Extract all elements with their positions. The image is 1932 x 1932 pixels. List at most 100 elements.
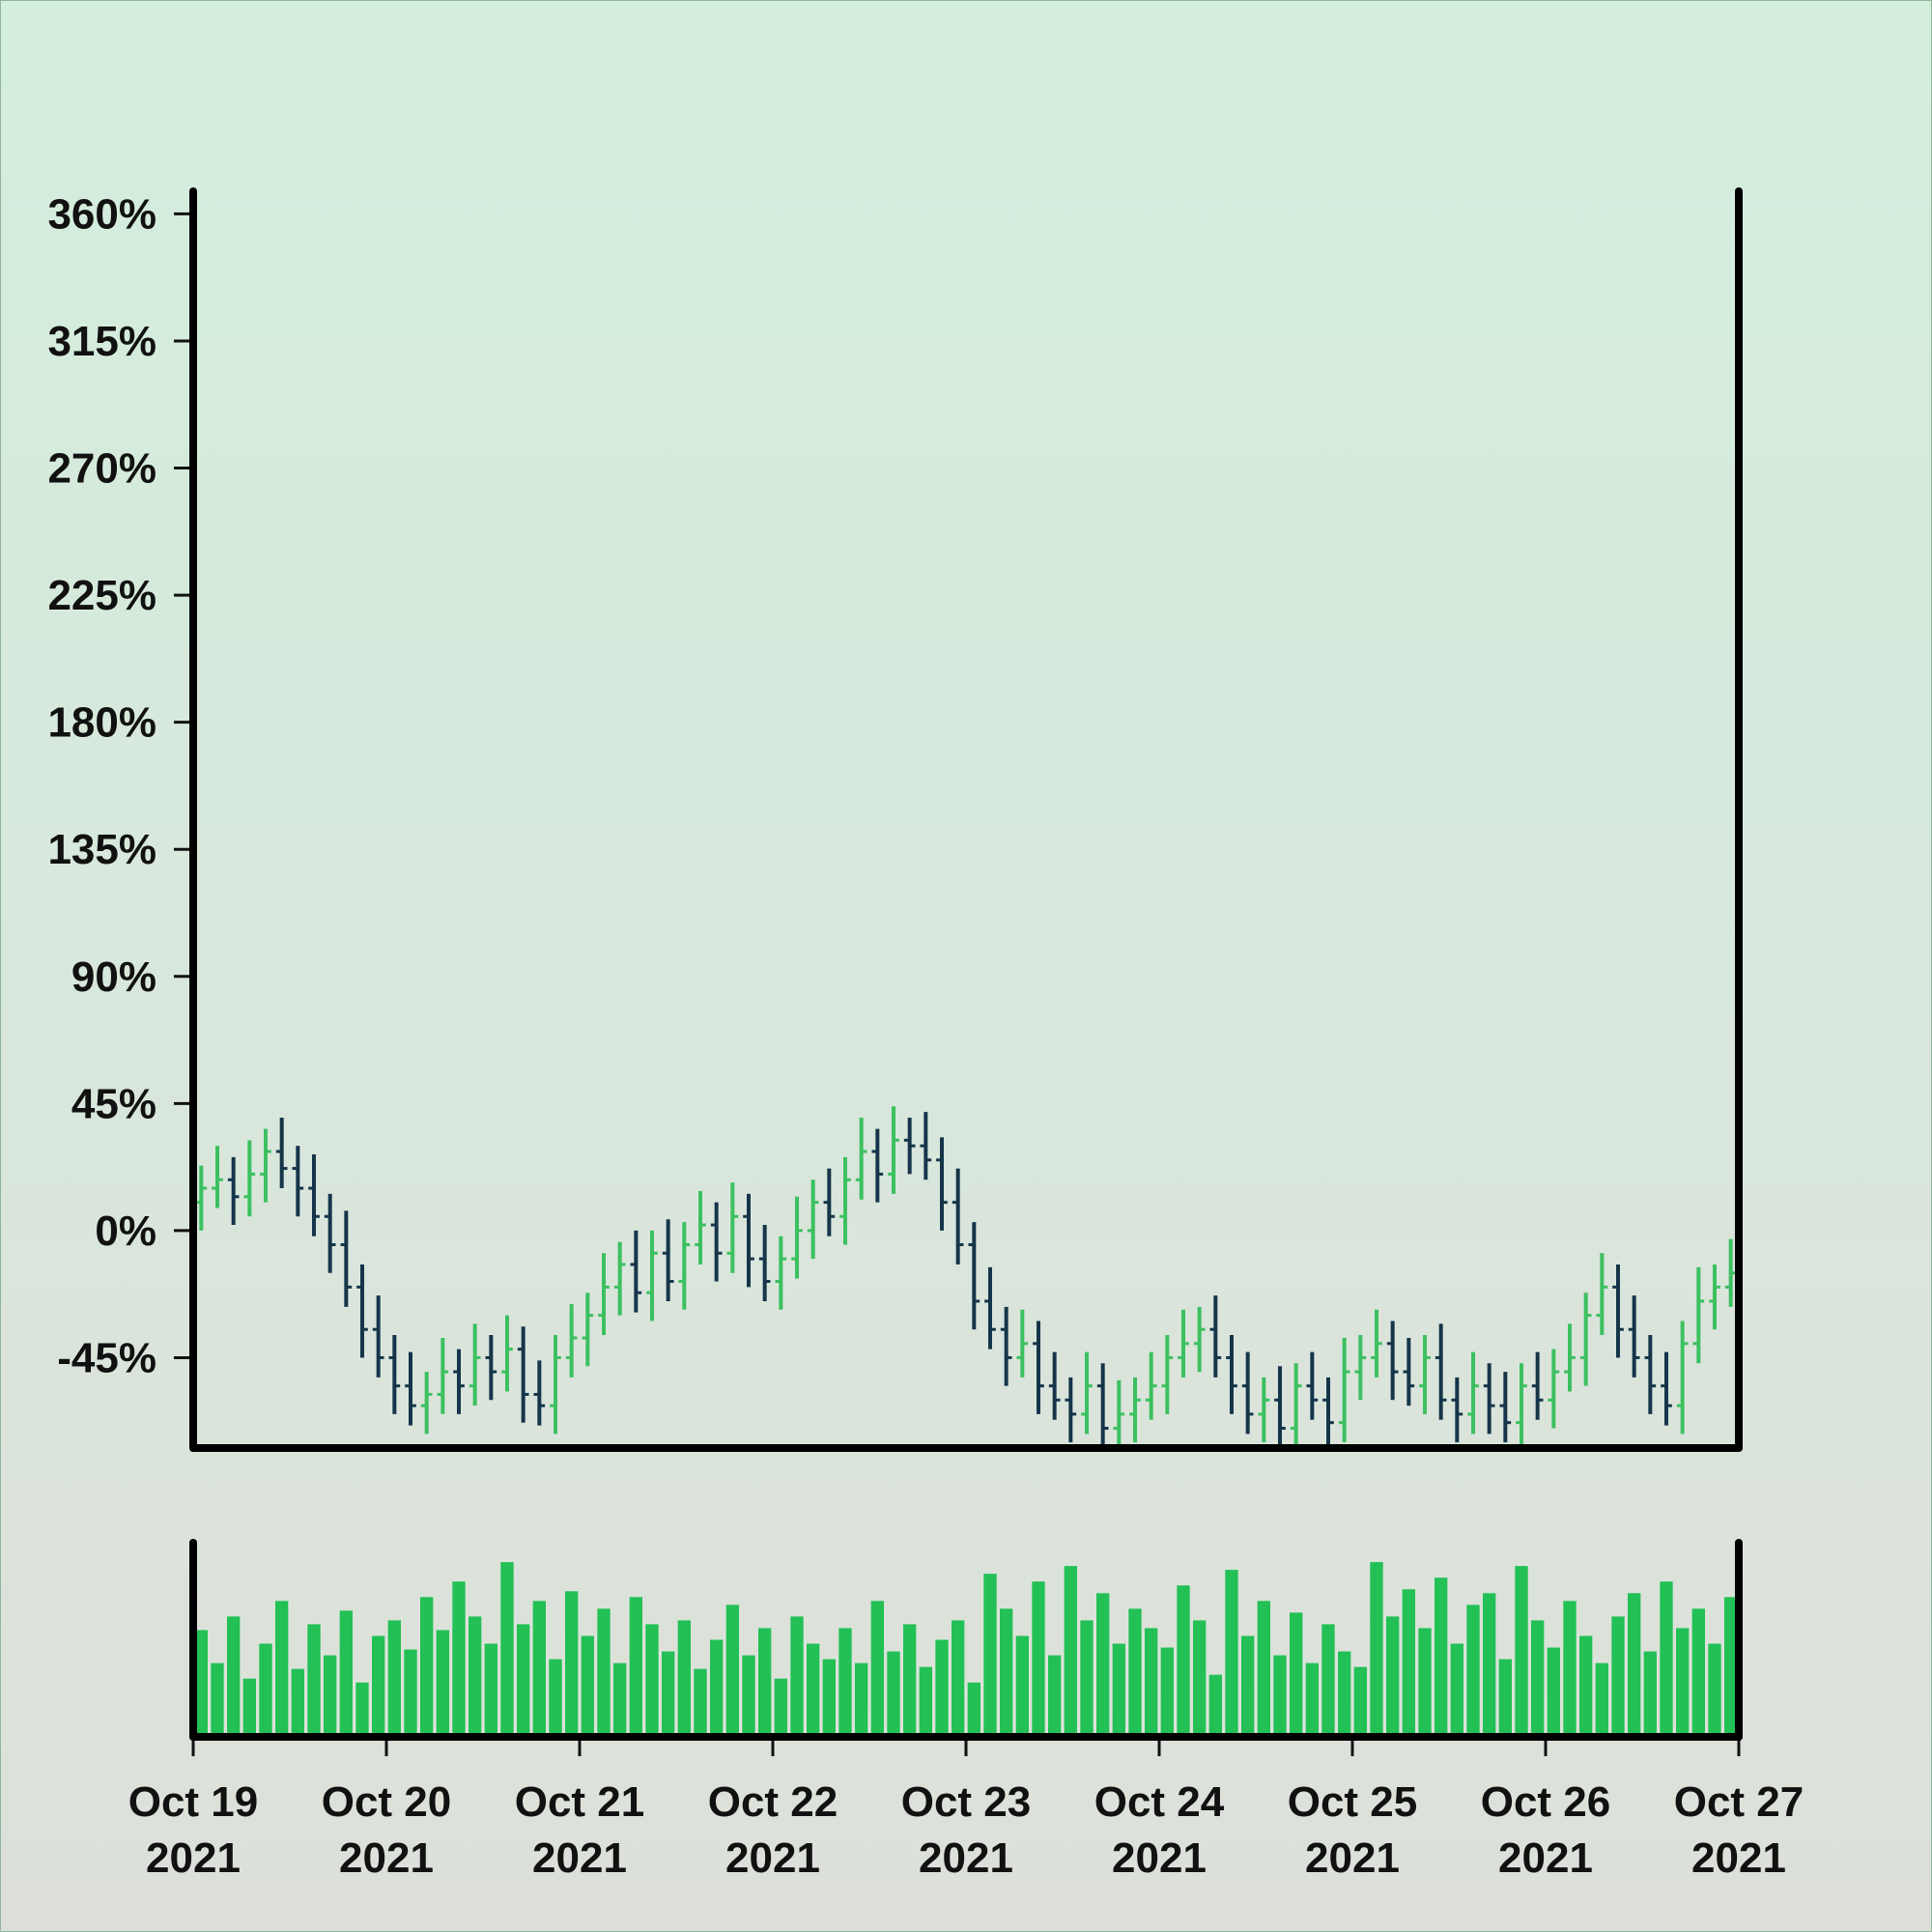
- volume-bar: [1208, 1674, 1222, 1737]
- volume-bar: [1515, 1566, 1528, 1737]
- volume-bar: [790, 1616, 804, 1737]
- x-tick-label-line: 2021: [1691, 1834, 1786, 1882]
- y-tick-label: -45%: [57, 1334, 156, 1381]
- volume-bar: [1370, 1562, 1383, 1737]
- volume-bar: [1064, 1566, 1077, 1737]
- y-tick-label: 225%: [47, 572, 156, 619]
- volume-bar: [500, 1562, 514, 1737]
- y-tick-label: 90%: [71, 953, 156, 1001]
- volume-bar: [1353, 1666, 1367, 1737]
- volume-bar: [1128, 1608, 1142, 1737]
- volume-bar: [194, 1630, 208, 1737]
- x-tick-label: Oct 26 2021: [1481, 1778, 1611, 1882]
- volume-bar: [404, 1649, 417, 1737]
- x-tick-label: Oct 20 2021: [322, 1778, 452, 1882]
- volume-bar: [887, 1651, 900, 1737]
- price-plot: [195, 1106, 1737, 1448]
- x-tick-label-line: 2021: [1305, 1834, 1400, 1882]
- volume-bar: [1498, 1659, 1512, 1737]
- volume-bar: [952, 1620, 965, 1737]
- volume-bar: [645, 1624, 659, 1737]
- volume-bar: [1048, 1655, 1062, 1737]
- volume-bar: [1579, 1635, 1593, 1737]
- volume-bar: [1386, 1616, 1400, 1737]
- volume-bar: [1435, 1577, 1448, 1737]
- volume-bar: [710, 1639, 724, 1737]
- y-tick-label: 45%: [71, 1080, 156, 1127]
- volume-bar: [420, 1597, 434, 1737]
- x-tick-label-line: Oct 19: [128, 1778, 259, 1826]
- volume-bar: [1290, 1612, 1303, 1737]
- volume-bar: [1418, 1628, 1432, 1737]
- volume-bar: [1145, 1628, 1158, 1737]
- volume-bar: [1177, 1585, 1190, 1737]
- volume-bar: [855, 1662, 868, 1737]
- volume-bar: [1691, 1608, 1705, 1737]
- volume-bar: [275, 1601, 289, 1737]
- x-tick-label: Oct 27 2021: [1674, 1778, 1804, 1882]
- x-tick-label: Oct 21 2021: [515, 1778, 645, 1882]
- volume-bar: [1225, 1570, 1238, 1737]
- volume-bar: [581, 1635, 594, 1737]
- x-tick-label-line: Oct 20: [322, 1778, 452, 1826]
- volume-bar: [1338, 1651, 1351, 1737]
- volume-bar: [387, 1620, 401, 1737]
- volume-bar: [662, 1651, 675, 1737]
- x-tick-label: Oct 25 2021: [1288, 1778, 1418, 1882]
- volume-bar: [838, 1628, 852, 1737]
- x-tick-label: Oct 24 2021: [1094, 1778, 1225, 1882]
- volume-bar: [1595, 1662, 1608, 1737]
- y-tick-label: 135%: [47, 826, 156, 873]
- volume-bar: [1531, 1620, 1545, 1737]
- x-tick-label: Oct 22 2021: [708, 1778, 838, 1882]
- x-tick-label-line: 2021: [532, 1834, 627, 1882]
- volume-bar: [1080, 1620, 1094, 1737]
- volume-bar: [1466, 1605, 1480, 1737]
- volume-bar: [1096, 1593, 1110, 1737]
- volume-bar: [1643, 1651, 1657, 1737]
- volume-bar: [291, 1668, 304, 1737]
- volume-bar: [870, 1601, 884, 1737]
- volume-bar: [1305, 1662, 1319, 1737]
- x-tick-label-line: Oct 25: [1288, 1778, 1418, 1826]
- x-tick-label-line: Oct 23: [901, 1778, 1032, 1826]
- volume-bar: [613, 1662, 627, 1737]
- volume-bar: [372, 1635, 385, 1737]
- volume-bar: [1676, 1628, 1690, 1737]
- volume-bar: [1708, 1643, 1721, 1737]
- x-tick-label-line: 2021: [1498, 1834, 1593, 1882]
- volume-bar: [436, 1630, 449, 1737]
- volume-bar: [452, 1581, 466, 1737]
- x-tick-label-line: Oct 26: [1481, 1778, 1611, 1826]
- x-tick-label-line: 2021: [146, 1834, 241, 1882]
- volume-bar: [629, 1597, 642, 1737]
- volume-bar: [259, 1643, 272, 1737]
- volume-bar: [1015, 1635, 1029, 1737]
- volume-bar: [1032, 1581, 1045, 1737]
- x-tick-label-line: Oct 22: [708, 1778, 838, 1826]
- volume-bar: [1000, 1608, 1013, 1737]
- volume-bar: [919, 1666, 932, 1737]
- volume-bar: [1112, 1643, 1125, 1737]
- volume-plot: [194, 1562, 1738, 1737]
- y-tick-label: 0%: [95, 1208, 156, 1255]
- volume-bar: [758, 1628, 772, 1737]
- volume-bar: [355, 1682, 369, 1737]
- y-tick-label: 180%: [47, 699, 156, 747]
- volume-bar: [807, 1643, 820, 1737]
- x-tick-label: Oct 23 2021: [901, 1778, 1032, 1882]
- volume-bar: [1611, 1616, 1625, 1737]
- volume-bar: [935, 1639, 949, 1737]
- volume-bar: [307, 1624, 321, 1737]
- volume-bar: [339, 1610, 353, 1737]
- volume-bar: [1193, 1620, 1207, 1737]
- volume-bar: [983, 1574, 997, 1737]
- x-tick-label-line: Oct 24: [1094, 1778, 1225, 1826]
- volume-bar: [694, 1668, 707, 1737]
- volume-bar: [324, 1655, 337, 1737]
- x-tick-label-line: 2021: [339, 1834, 434, 1882]
- volume-bar: [1724, 1597, 1738, 1737]
- x-tick-label-line: Oct 27: [1674, 1778, 1804, 1826]
- y-tick-label: 270%: [47, 445, 156, 493]
